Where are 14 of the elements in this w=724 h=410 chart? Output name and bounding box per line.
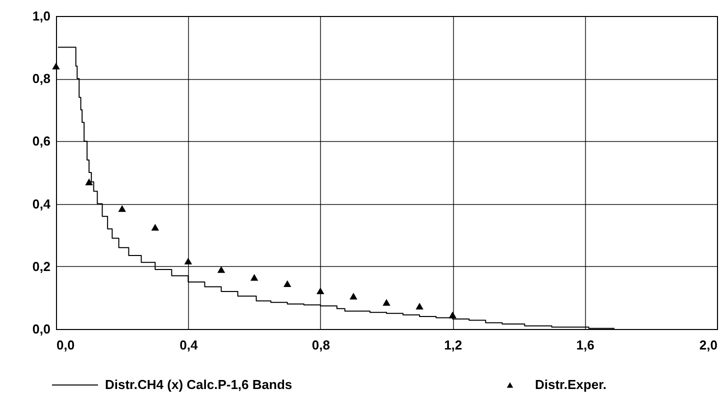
y-tick-label: 0,0 [32, 322, 50, 336]
y-tick-label: 0,6 [32, 134, 50, 149]
legend-label: Distr.Exper. [535, 377, 607, 392]
x-tick-label: 0,0 [56, 338, 75, 352]
x-tick-label: 1,2 [444, 338, 462, 352]
y-tick-label: 0,8 [32, 71, 50, 86]
y-tick-label: 0,4 [32, 196, 52, 212]
x-tick-label: 2,0 [699, 338, 718, 352]
x-tick-label: 1,6 [576, 338, 594, 352]
y-tick-label: 1,0 [32, 8, 50, 24]
y-tick-label: 0,2 [32, 258, 50, 274]
x-tick-label: 0,8 [312, 338, 330, 352]
legend-label: Distr.CH4 (x) Calc.P-1,6 Bands [105, 377, 292, 392]
x-tick-label: 0,4 [180, 338, 199, 352]
